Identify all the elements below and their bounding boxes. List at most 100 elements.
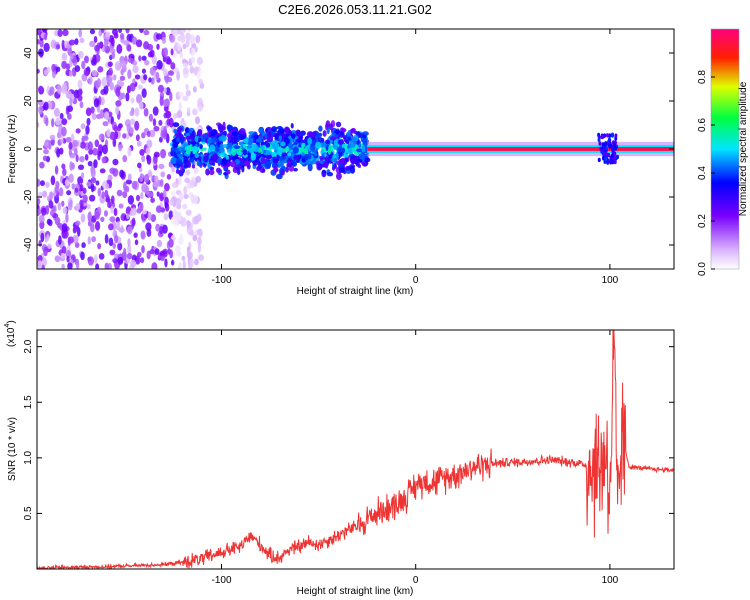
noise-blob	[57, 29, 63, 38]
signal-blob	[337, 139, 344, 145]
noise-blob	[150, 197, 155, 203]
noise-blob	[127, 44, 132, 52]
noise-blob	[90, 168, 96, 178]
signal-blob	[333, 163, 338, 169]
signal-blob	[287, 152, 291, 157]
noise-blob	[61, 163, 66, 170]
spectrogram-panel: -100 0 100 -40 -20 0 20 40 Height of straight …	[7, 28, 675, 297]
signal-blob	[277, 148, 283, 156]
signal-blob	[192, 141, 197, 145]
noise-blob	[171, 165, 175, 173]
signal-blob	[330, 157, 336, 163]
noise-blob	[148, 77, 152, 83]
signal-blob	[219, 143, 224, 152]
signal-blob	[218, 136, 225, 142]
noise-blob	[89, 40, 96, 48]
noise-blob	[67, 262, 73, 269]
noise-blob	[192, 234, 198, 242]
noise-blob	[176, 203, 182, 210]
noise-blob	[189, 179, 195, 189]
signal-blob	[333, 139, 340, 146]
noise-blob	[169, 34, 176, 43]
signal-blob	[338, 167, 345, 173]
noise-blob	[182, 67, 189, 75]
signal-blob	[242, 148, 248, 156]
signal-blob	[291, 133, 296, 139]
noise-blob	[126, 252, 133, 260]
noise-blob	[54, 255, 61, 263]
noise-blob	[90, 177, 97, 184]
noise-blob	[49, 134, 56, 141]
noise-blob	[151, 262, 158, 269]
noise-blob	[67, 201, 73, 211]
noise-blob	[171, 190, 176, 197]
noise-blob	[59, 147, 64, 155]
noise-blob	[69, 53, 74, 60]
noise-blob	[176, 43, 182, 52]
signal-blob	[318, 136, 323, 143]
signal-blob	[307, 137, 313, 145]
signal-blob	[290, 122, 294, 129]
noise-blob	[66, 255, 70, 263]
noise-blob	[99, 168, 106, 174]
noise-blob	[109, 216, 116, 223]
colorbar: 0.0 0.2 0.4 0.6 0.8 Normalized spectral ampl…	[697, 28, 749, 276]
signal-blob	[335, 172, 342, 180]
signal-blob	[227, 136, 235, 143]
noise-blob	[170, 216, 177, 225]
signal-blob	[320, 163, 327, 168]
signal-blob	[258, 137, 263, 144]
signal-blob	[170, 146, 176, 153]
noise-blob	[58, 187, 64, 197]
signal-blob	[183, 159, 188, 164]
noise-blob	[43, 246, 48, 257]
noise-blob	[114, 61, 121, 71]
noise-blob	[143, 107, 149, 117]
noise-blob	[159, 225, 163, 235]
colorbar-tick-label: 0.4	[697, 166, 708, 180]
noise-blob	[163, 125, 167, 136]
signal-blob	[179, 127, 183, 132]
noise-blob	[55, 117, 62, 126]
signal-blob	[215, 167, 221, 173]
signal-blob	[301, 142, 306, 147]
noise-blob	[103, 84, 109, 95]
noise-blob	[74, 220, 81, 226]
noise-blob	[129, 118, 136, 125]
y-tick-label: 20	[23, 95, 34, 107]
noise-blob	[103, 210, 108, 217]
noise-blob	[56, 66, 61, 72]
noise-blob	[142, 209, 147, 215]
noise-blob	[185, 39, 190, 48]
snr-y-axis-label: SNR (10 * v/v)	[7, 417, 18, 481]
signal-blob	[279, 156, 283, 163]
noise-blob	[140, 230, 146, 240]
noise-blob	[152, 106, 159, 116]
noise-blob	[53, 107, 60, 117]
noise-blob	[62, 29, 69, 37]
signal-blob	[292, 146, 299, 154]
burst-blob	[601, 142, 605, 147]
noise-blob	[163, 213, 169, 221]
noise-blob	[52, 205, 56, 213]
noise-blob	[183, 186, 188, 195]
noise-blob	[80, 172, 85, 179]
noise-blob	[115, 106, 120, 115]
signal-blob	[341, 147, 346, 154]
noise-blob	[68, 173, 74, 183]
noise-blob	[74, 65, 81, 72]
noise-blob	[164, 201, 168, 209]
noise-blob	[194, 116, 201, 125]
signal-blob	[217, 123, 224, 130]
noise-blob	[131, 207, 137, 216]
noise-blob	[140, 257, 145, 264]
noise-blob	[178, 102, 183, 111]
noise-blob	[112, 138, 117, 148]
noise-blob	[85, 125, 90, 135]
noise-blob	[37, 68, 40, 74]
noise-blob	[68, 149, 72, 156]
noise-blob	[141, 245, 145, 254]
noise-blob	[143, 29, 150, 36]
noise-blob	[196, 70, 201, 79]
noise-blob	[67, 236, 72, 247]
